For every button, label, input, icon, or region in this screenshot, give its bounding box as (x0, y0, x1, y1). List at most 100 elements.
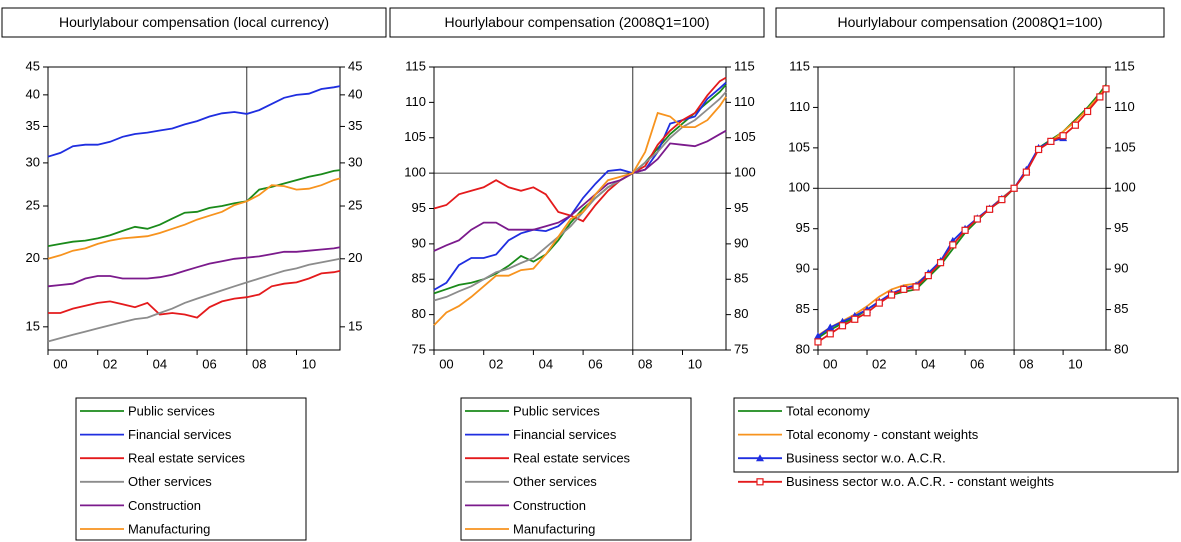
chart-title: Hourlylabour compensation (2008Q1=100) (838, 14, 1103, 30)
legend-label: Manufacturing (513, 521, 595, 536)
y2-tick-label: 95 (1114, 220, 1128, 235)
legend-label: Financial services (128, 427, 232, 442)
series-line (47, 246, 341, 288)
marker (985, 205, 994, 213)
marker (851, 315, 859, 323)
marker (961, 226, 969, 234)
marker (838, 322, 847, 330)
x-tick-label: 00 (53, 356, 67, 371)
title-box (389, 7, 765, 38)
marker (949, 241, 957, 249)
x-tick-label: 00 (823, 356, 837, 371)
legend-label: Public services (513, 403, 600, 418)
y2-tick-label: 110 (734, 94, 755, 109)
title-box (775, 7, 1165, 38)
legend-label: Business sector w.o. A.C.R. (786, 451, 946, 466)
marker (1022, 168, 1030, 176)
y-tick-label: 85 (796, 301, 810, 316)
legend-box (75, 397, 307, 541)
y-tick-label: 110 (405, 94, 426, 109)
y-tick-label: 15 (26, 318, 40, 333)
x-tick-label: 02 (489, 356, 503, 371)
y-tick-label: 80 (412, 306, 426, 321)
y-tick-label: 25 (26, 197, 40, 212)
y2-tick-label: 40 (348, 86, 362, 101)
x-tick-label: 06 (970, 356, 984, 371)
y-tick-label: 115 (789, 58, 810, 73)
plot-frame (817, 66, 1107, 351)
legend-label: Other services (513, 474, 597, 489)
y2-tick-label: 100 (1114, 180, 1136, 195)
y-tick-label: 45 (26, 58, 40, 73)
marker (756, 454, 764, 462)
series-line (48, 270, 341, 319)
x-tick-label: 04 (153, 356, 167, 371)
y-tick-label: 90 (796, 261, 810, 276)
y-tick-label: 40 (26, 86, 40, 101)
marker (1059, 132, 1067, 140)
marker (863, 309, 871, 317)
marker (912, 283, 920, 291)
y2-tick-label: 20 (348, 250, 362, 265)
y2-tick-label: 105 (1114, 139, 1136, 154)
marker (826, 330, 834, 338)
marker (1102, 85, 1110, 93)
marker (814, 338, 822, 346)
marker (924, 272, 932, 280)
legend-label: Real estate services (128, 451, 246, 466)
y2-tick-label: 110 (1114, 99, 1135, 114)
marker (826, 323, 835, 331)
marker (1084, 107, 1092, 116)
legend-label: Business sector w.o. A.C.R. - constant w… (786, 474, 1055, 489)
y-tick-label: 100 (404, 165, 426, 180)
series-line (47, 177, 341, 260)
series-line (817, 84, 1107, 339)
marker (900, 285, 908, 293)
y-tick-label: 95 (412, 200, 426, 215)
series-line (47, 169, 341, 247)
y2-tick-label: 45 (348, 58, 362, 73)
legend-label: Manufacturing (128, 521, 210, 536)
x-tick-label: 04 (539, 356, 553, 371)
y2-tick-label: 80 (1114, 341, 1128, 356)
x-tick-label: 10 (688, 356, 702, 371)
y2-tick-label: 115 (1114, 58, 1135, 73)
marker (936, 259, 945, 267)
x-tick-label: 08 (252, 356, 266, 371)
x-tick-label: 00 (439, 356, 453, 371)
marker (875, 299, 883, 307)
legend-label: Total economy (786, 403, 870, 418)
y-tick-label: 80 (796, 341, 810, 356)
y2-tick-label: 80 (734, 306, 748, 321)
marker (973, 215, 981, 223)
marker (998, 196, 1006, 204)
series-line (47, 257, 341, 343)
x-tick-label: 10 (302, 356, 316, 371)
legend-label: Financial services (513, 427, 617, 442)
y2-tick-label: 35 (348, 118, 362, 133)
y-tick-label: 75 (412, 341, 426, 356)
series-line (433, 96, 727, 326)
marker (814, 332, 822, 340)
legend-label: Construction (513, 498, 586, 513)
marker (756, 478, 764, 486)
x-tick-label: 02 (103, 356, 117, 371)
x-tick-label: 04 (921, 356, 935, 371)
y2-tick-label: 115 (734, 58, 755, 73)
y2-tick-label: 25 (348, 197, 362, 212)
y-tick-label: 20 (26, 250, 40, 265)
plot-frame (47, 66, 341, 351)
y2-tick-label: 85 (734, 271, 748, 286)
y-tick-label: 90 (412, 235, 426, 250)
y-tick-label: 105 (788, 139, 810, 154)
y2-tick-label: 85 (1114, 301, 1128, 316)
marker (1010, 184, 1018, 192)
legend-box (733, 397, 1179, 473)
x-tick-label: 02 (872, 356, 886, 371)
legend-label: Total economy - constant weights (786, 427, 979, 442)
chart-title: Hourlylabour compensation (local currenc… (59, 14, 329, 30)
marker (1047, 137, 1055, 145)
y-tick-label: 35 (26, 118, 40, 133)
